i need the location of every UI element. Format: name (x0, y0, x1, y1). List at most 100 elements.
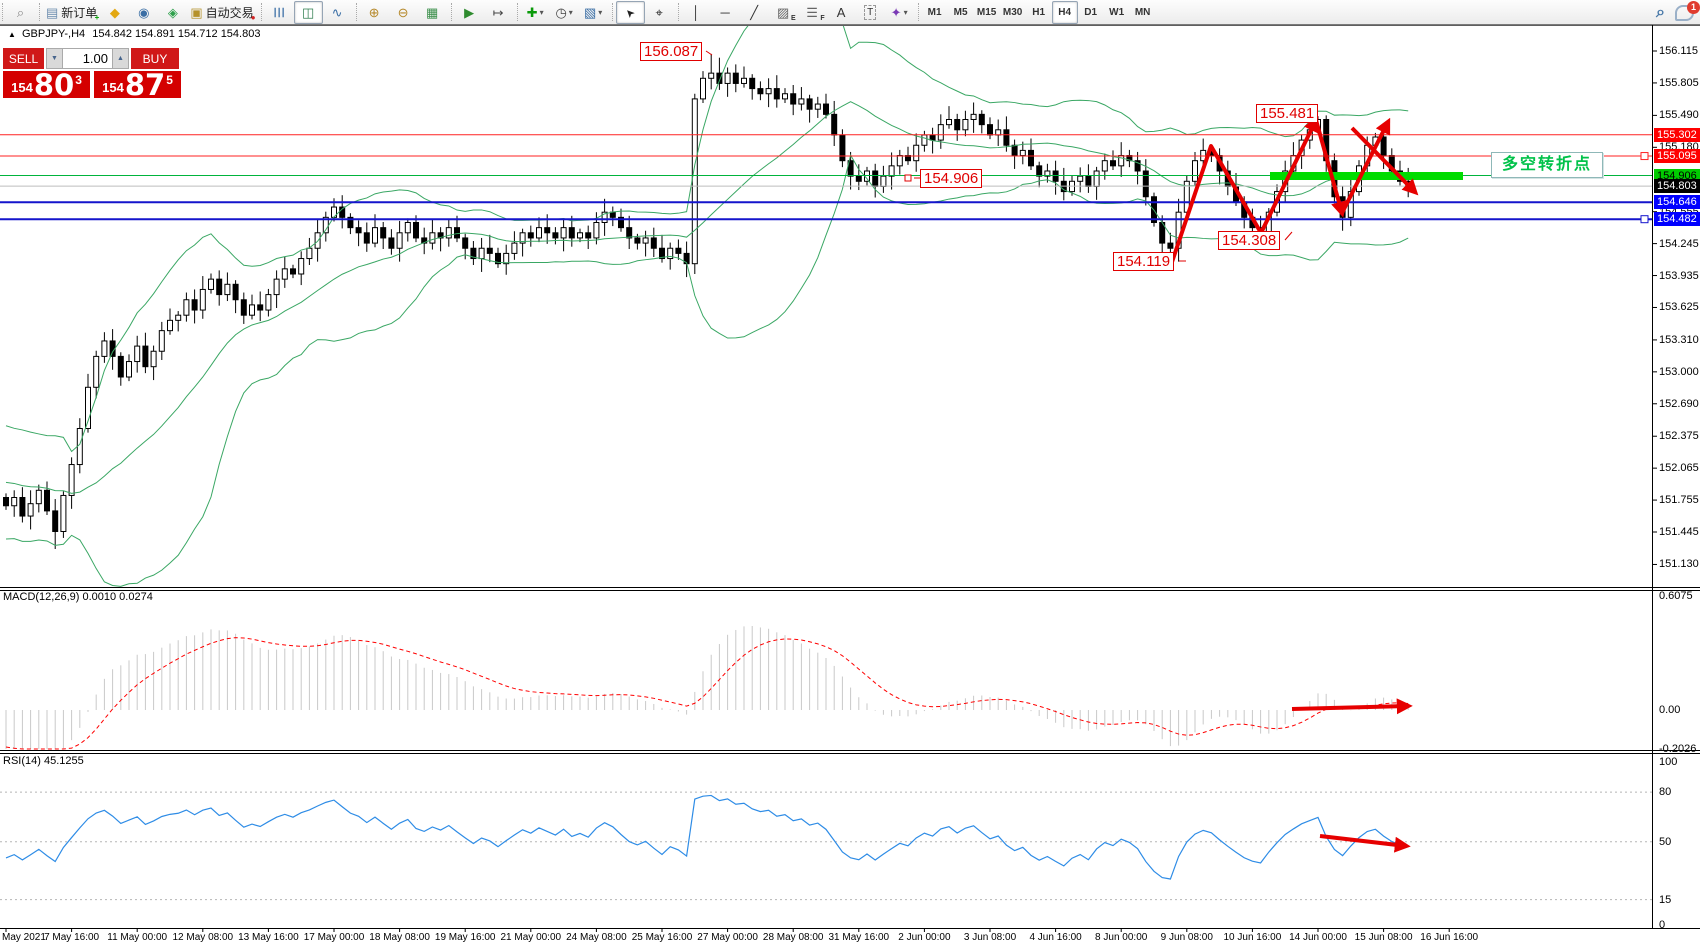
text-label-button[interactable]: T (856, 1, 885, 24)
time-tick-label: 27 May 00:00 (697, 932, 758, 943)
cursor-button[interactable]: ➤ (615, 0, 645, 24)
volume-increase-button[interactable]: ▲ (112, 48, 129, 69)
tile-windows-icon: ▦ (425, 4, 439, 20)
trend-zigzag-arrows[interactable] (1170, 115, 1419, 853)
time-tick-label: 13 May 16:00 (238, 932, 299, 943)
cursor-icon: ➤ (622, 4, 638, 20)
price-badge: 155.302 (1654, 127, 1700, 142)
line-chart-button[interactable]: ∿ (323, 1, 352, 24)
text-label-icon: T (864, 4, 877, 20)
text-icon: A (836, 4, 846, 20)
sell-price[interactable]: 154 80 3 (3, 71, 90, 100)
text-button[interactable]: A (827, 1, 856, 24)
zoom-in-button[interactable]: ⊕ (360, 1, 389, 24)
tf-h4-button[interactable]: H4 (1051, 0, 1078, 24)
arrows-button[interactable]: ✦ ▾ (885, 1, 914, 24)
market-watch-icon[interactable]: ◆ (100, 1, 129, 24)
buy-button[interactable]: BUY (131, 48, 179, 69)
clipped-toolbar-icon[interactable]: ⌕ (6, 1, 35, 24)
bar-chart-button[interactable]: ☰ (265, 1, 294, 24)
time-tick-label: May 2021 (2, 932, 46, 943)
support-highlight-bar[interactable] (1270, 172, 1463, 180)
history-center-icon[interactable]: ◉ (129, 1, 158, 24)
toolbar-group-chart-types: ☰ ◫ ∿ (259, 0, 354, 24)
chart-shift-button[interactable]: ↦ (484, 1, 513, 24)
symbol-marker-icon: ▲ (8, 30, 16, 39)
horizontal-line-button[interactable]: ─ (711, 1, 740, 24)
price-annotation-label[interactable]: 156.087 (640, 42, 703, 61)
fibonacci-button[interactable]: ☰ F (798, 1, 827, 24)
symbol-name: GBPJPY-,H4 (21, 28, 86, 40)
price-annotation-label[interactable]: 155.481 (1256, 104, 1319, 123)
rsi-scale-label: 50 (1659, 835, 1672, 848)
trade-prices-row: 154 80 3 154 87 5 (3, 71, 183, 100)
templates-button[interactable]: ▧ ▾ (579, 1, 608, 24)
price-annotation-label[interactable]: 154.308 (1218, 231, 1281, 250)
sell-price-frac: 3 (75, 73, 82, 87)
price-tick-label: 151.130 (1659, 558, 1699, 571)
time-tick-label: 3 Jun 08:00 (963, 932, 1017, 943)
price-tick-label: 152.065 (1659, 462, 1699, 475)
tf-m1-button[interactable]: M1 (922, 1, 948, 24)
macd-scale-label: 0.6075 (1659, 590, 1693, 602)
candlestick-chart-button[interactable]: ◫ (293, 0, 323, 24)
time-tick-label: 11 May 00:00 (107, 932, 168, 943)
tf-d1-button[interactable]: D1 (1078, 1, 1104, 24)
volume-decrease-button[interactable]: ▼ (46, 48, 63, 69)
price-tick-label: 151.445 (1659, 526, 1699, 538)
candlestick-series[interactable] (3, 53, 1412, 550)
buy-price[interactable]: 154 87 5 (94, 71, 181, 100)
crosshair-icon: ⌖ (655, 4, 663, 20)
channel-button[interactable]: ▨ E (769, 1, 798, 24)
price-annotation-label[interactable]: 154.119 (1113, 252, 1175, 271)
price-badge: 154.646 (1654, 195, 1700, 210)
vertical-line-button[interactable]: │ (682, 1, 711, 24)
macd-label: MACD(12,26,9) 0.0010 0.0274 (3, 591, 153, 603)
time-tick-label: 19 May 16:00 (434, 932, 496, 943)
tf-m30-button[interactable]: M30 (1000, 1, 1026, 24)
macd-scale-label: -0.2026 (1659, 743, 1697, 755)
chat-icon[interactable]: 1 (1675, 0, 1700, 21)
chart-shift-icon: ↦ (492, 4, 504, 20)
price-tick-label: 155.805 (1659, 76, 1699, 89)
time-tick-label: 7 May 16:00 (44, 932, 100, 943)
tf-w1-button[interactable]: W1 (1104, 1, 1130, 24)
sell-button[interactable]: SELL (3, 48, 44, 69)
zoom-out-button[interactable]: ⊖ (389, 1, 418, 24)
time-tick-label: 4 Jun 16:00 (1029, 932, 1082, 943)
auto-scroll-button[interactable]: ▶ (455, 1, 484, 24)
price-tick-label: 153.310 (1659, 333, 1699, 346)
tf-m15-button[interactable]: M15 (974, 1, 1000, 24)
toolbar-group-pointer: ➤ ⌖ (610, 0, 676, 24)
price-tick-label: 151.755 (1659, 494, 1699, 507)
periods-button-caret-icon: ▾ (568, 7, 573, 17)
price-tick-label: 153.625 (1659, 301, 1699, 314)
one-click-trading-panel: SELL ▼ ▲ BUY 154 80 3 154 87 5 (3, 48, 183, 100)
auto-trading-button[interactable]: ▣ ● 自动交易 (187, 1, 256, 24)
periods-button[interactable]: ◷ ▾ (550, 1, 579, 24)
indicators-icon: ✚ (526, 4, 538, 20)
rsi-scale-label: 100 (1659, 756, 1678, 768)
tf-m15-button-label: M15 (976, 6, 997, 18)
price-annotation-label[interactable]: 154.906 (920, 169, 983, 188)
tile-windows-button[interactable]: ▦ (418, 1, 447, 24)
price-badge: 154.906 (1654, 168, 1700, 183)
search-icon[interactable]: ⌕ (1656, 3, 1665, 21)
volume-input[interactable] (63, 48, 112, 69)
crosshair-button[interactable]: ⌖ (645, 1, 674, 24)
time-tick-label: 25 May 16:00 (631, 932, 693, 943)
new-order-button-label: 新订单 (61, 5, 98, 20)
tf-mn-button[interactable]: MN (1130, 1, 1156, 24)
tf-h1-button[interactable]: H1 (1026, 1, 1052, 24)
time-tick-label: 21 May 00:00 (500, 932, 562, 943)
tf-m5-button[interactable]: M5 (948, 1, 974, 24)
trendline-button[interactable]: ╱ (740, 1, 769, 24)
time-tick-label: 31 May 16:00 (828, 932, 890, 943)
buy-price-frac: 5 (166, 73, 173, 87)
signals-icon[interactable]: ◈ (158, 1, 187, 24)
note-annotation[interactable]: 多空转折点 (1491, 152, 1603, 178)
tf-m5-button-label: M5 (953, 6, 968, 18)
new-order-button[interactable]: ▤ + 新订单 (43, 1, 100, 24)
indicators-button[interactable]: ✚ ▾ (521, 1, 550, 24)
